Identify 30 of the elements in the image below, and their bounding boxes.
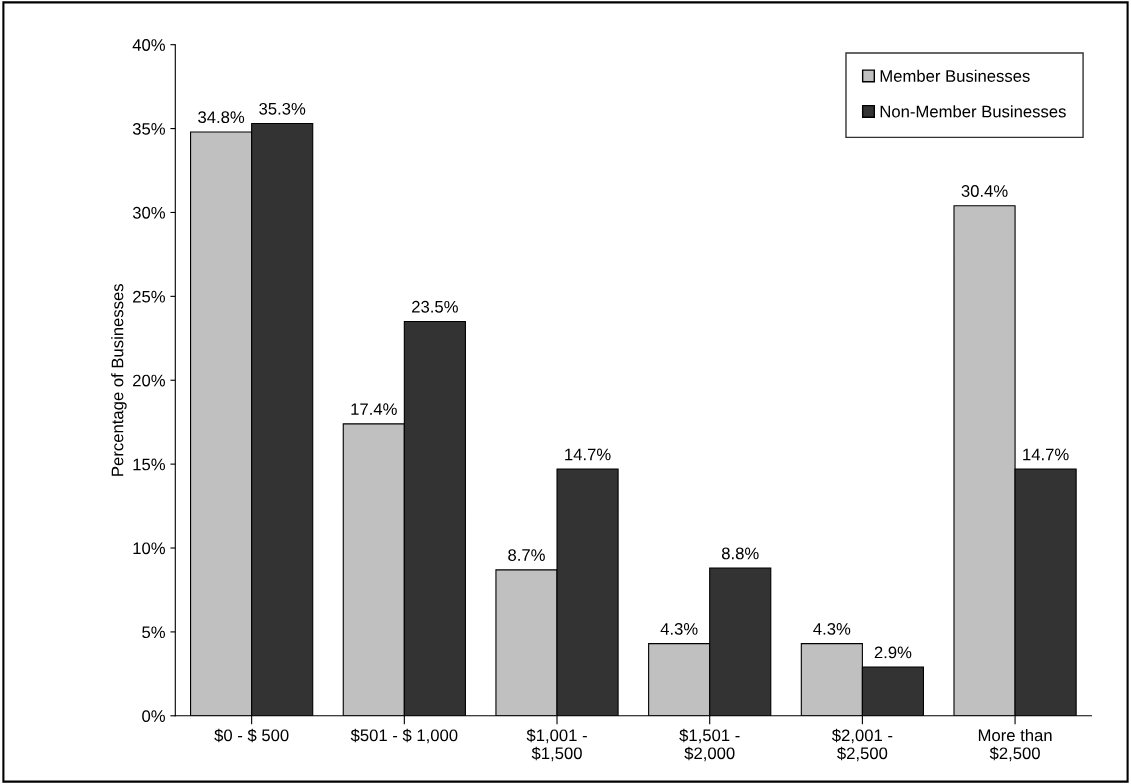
x-tick-label: More than $2,500 bbox=[978, 728, 1052, 762]
y-tick-label: 10% bbox=[133, 542, 165, 555]
data-label: 8.8% bbox=[721, 547, 759, 560]
x-tick-label: $2,001 - $2,500 bbox=[831, 728, 893, 762]
data-label: 17.4% bbox=[351, 403, 397, 415]
y-tick-label: 15% bbox=[133, 458, 165, 471]
x-tick-label: $1,001 - $1,500 bbox=[526, 728, 587, 762]
y-tick-label: 40% bbox=[132, 39, 165, 51]
data-label: 8.7% bbox=[508, 549, 545, 561]
data-label: 30.4% bbox=[961, 185, 1008, 197]
y-tick-label: 0% bbox=[142, 710, 165, 722]
y-axis-title: Percentage of Businesses bbox=[111, 284, 127, 476]
x-tick-label: $1,501 - $2,000 bbox=[679, 728, 740, 762]
data-label: 4.3% bbox=[660, 623, 698, 635]
data-label: 35.3% bbox=[259, 102, 306, 115]
y-tick-label: 5% bbox=[142, 626, 165, 639]
data-label: 2.9% bbox=[874, 646, 912, 659]
y-tick-label: 25% bbox=[133, 290, 165, 303]
data-label: 4.3% bbox=[813, 623, 851, 635]
y-tick-label: 35% bbox=[132, 122, 165, 135]
data-label: 34.8% bbox=[198, 111, 245, 124]
data-label: 14.7% bbox=[1023, 448, 1069, 461]
x-tick-label: $0 - $ 500 bbox=[214, 728, 289, 743]
data-label: 14.7% bbox=[565, 448, 611, 461]
data-label: 23.5% bbox=[412, 300, 458, 313]
y-tick-label: 30% bbox=[132, 206, 165, 219]
y-tick-label: 20% bbox=[133, 374, 165, 387]
legend-label: Member Businesses bbox=[880, 69, 1030, 82]
legend-label: Non-Member Businesses bbox=[880, 105, 1066, 118]
x-tick-label: $501 - $ 1,000 bbox=[350, 728, 458, 744]
